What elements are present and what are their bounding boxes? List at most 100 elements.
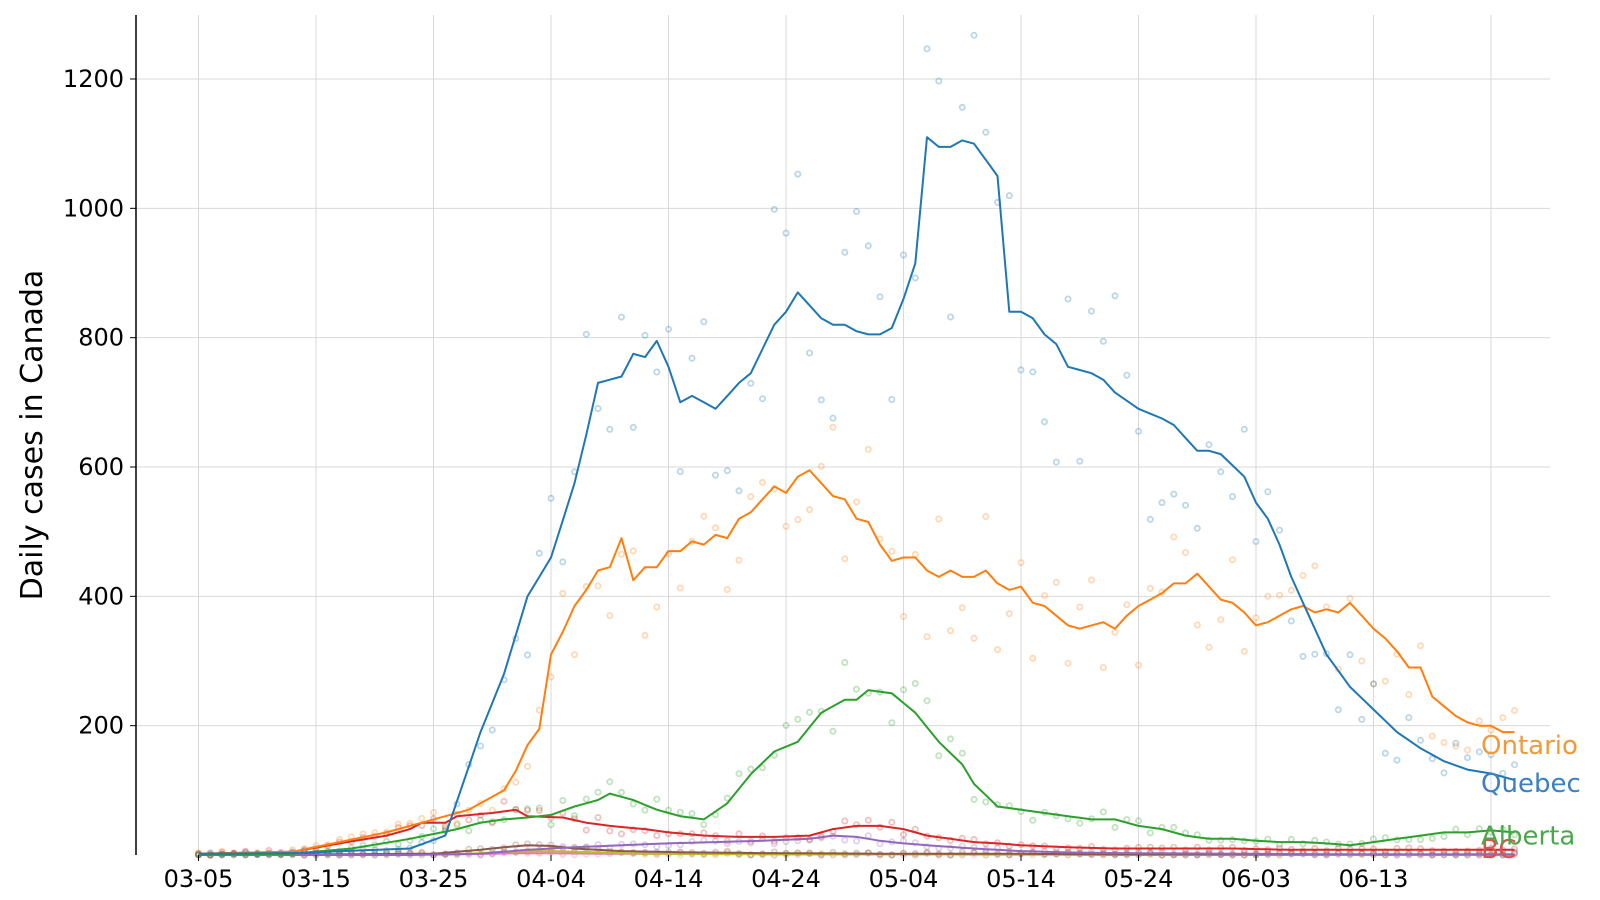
series-line-quebec	[198, 136, 1515, 855]
raw-data-point	[888, 719, 896, 727]
raw-data-point	[1464, 754, 1472, 762]
raw-data-point	[641, 631, 649, 639]
raw-data-point	[1428, 755, 1436, 763]
raw-data-point	[465, 816, 473, 824]
raw-data-point	[1440, 769, 1448, 777]
raw-data-point	[629, 800, 637, 808]
raw-data-point	[1111, 292, 1119, 300]
raw-data-point	[653, 832, 661, 840]
raw-data-point	[1475, 748, 1483, 756]
raw-data-point	[911, 550, 919, 558]
raw-data-point	[1064, 295, 1072, 303]
raw-data-point	[618, 313, 626, 321]
x-axis-ticks: 03-05 03-15 03-25 04-04 04-14 04-24 05-04 05-14…	[164, 855, 1408, 893]
raw-data-point	[829, 423, 837, 431]
raw-data-point	[923, 45, 931, 53]
raw-data-point	[641, 827, 649, 835]
raw-data-point	[982, 128, 990, 136]
raw-data-point	[1311, 650, 1319, 658]
raw-data-point	[1123, 601, 1131, 609]
raw-data-point	[1193, 843, 1201, 851]
raw-data-point	[1287, 586, 1295, 594]
raw-data-point	[1229, 556, 1237, 564]
raw-data-point	[935, 77, 943, 85]
x-tick-label: 03-05	[164, 865, 234, 893]
raw-data-point	[535, 804, 543, 812]
raw-data-point	[1052, 458, 1060, 466]
raw-data-point	[571, 651, 579, 659]
raw-data-point	[688, 838, 696, 846]
series-label-alberta: Alberta	[1481, 821, 1575, 851]
raw-data-point	[1099, 808, 1107, 816]
raw-data-point	[853, 821, 861, 829]
x-tick-label: 04-24	[751, 865, 821, 893]
raw-data-point	[1370, 680, 1378, 688]
y-tick-label: 1200	[63, 65, 124, 93]
series-label-bc: BC	[1481, 835, 1517, 865]
raw-data-point	[794, 516, 802, 524]
raw-data-point	[1146, 843, 1154, 851]
raw-data-point	[582, 844, 590, 852]
raw-data-point	[1146, 515, 1154, 523]
raw-data-point	[770, 205, 778, 213]
series-line-unlabeled	[198, 834, 1515, 856]
raw-data-point	[723, 467, 731, 475]
raw-data-point	[1135, 817, 1143, 825]
raw-data-point	[524, 806, 532, 814]
raw-data-point	[841, 836, 849, 844]
raw-data-point	[864, 816, 872, 824]
x-tick-label: 05-24	[1104, 865, 1174, 893]
series-line-bc	[198, 808, 1515, 855]
raw-data-point	[735, 487, 743, 495]
raw-data-point	[829, 727, 837, 735]
series-label-ontario: Ontario	[1481, 731, 1578, 761]
raw-data-point	[1017, 559, 1025, 567]
raw-data-point	[700, 821, 708, 829]
x-tick-label: 06-03	[1221, 865, 1291, 893]
raw-data-point	[841, 817, 849, 825]
raw-data-point	[947, 735, 955, 743]
raw-data-point	[594, 788, 602, 796]
x-tick-label: 05-04	[869, 865, 939, 893]
raw-data-point	[688, 810, 696, 818]
raw-data-point	[935, 752, 943, 760]
raw-data-point	[1381, 749, 1389, 757]
raw-data-point	[1276, 844, 1284, 852]
raw-data-point	[1475, 717, 1483, 725]
raw-data-point	[1311, 844, 1319, 852]
raw-data-point	[582, 826, 590, 834]
raw-data-point	[1217, 836, 1225, 844]
raw-data-point	[700, 512, 708, 520]
raw-data-point	[1088, 307, 1096, 315]
raw-data-point	[1041, 418, 1049, 426]
raw-data-point	[1276, 591, 1284, 599]
raw-data-point	[1346, 651, 1354, 659]
raw-data-point	[641, 331, 649, 339]
raw-data-point	[1076, 603, 1084, 611]
raw-data-point	[1229, 843, 1237, 851]
raw-data-point	[594, 814, 602, 822]
raw-data-point	[559, 558, 567, 566]
raw-data-point	[1440, 833, 1448, 841]
raw-data-point	[1405, 691, 1413, 699]
raw-data-point	[982, 798, 990, 806]
y-tick-label: 400	[78, 582, 124, 610]
raw-data-point	[853, 837, 861, 845]
raw-data-point	[712, 524, 720, 532]
raw-data-point	[1217, 616, 1225, 624]
raw-data-point	[911, 680, 919, 688]
raw-data-point	[476, 800, 484, 808]
chart-series-lines	[198, 136, 1515, 856]
raw-data-point	[618, 830, 626, 838]
raw-data-point	[1099, 337, 1107, 345]
raw-data-point	[665, 830, 673, 838]
raw-data-point	[982, 513, 990, 521]
raw-data-point	[1487, 726, 1495, 734]
raw-data-point	[488, 726, 496, 734]
raw-data-point	[747, 493, 755, 501]
raw-data-point	[1276, 526, 1284, 534]
raw-data-point	[735, 830, 743, 838]
raw-data-point	[712, 471, 720, 479]
raw-data-point	[1170, 490, 1178, 498]
raw-data-point	[653, 795, 661, 803]
